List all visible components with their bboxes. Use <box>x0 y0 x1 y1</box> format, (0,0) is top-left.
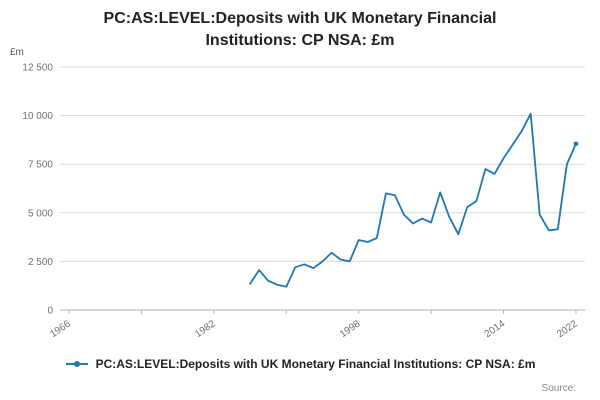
legend-series-marker-icon <box>65 361 88 367</box>
source-label: Source: <box>541 383 576 394</box>
svg-text:2014: 2014 <box>483 318 508 340</box>
svg-text:10 000: 10 000 <box>22 111 53 122</box>
chart-legend: PC:AS:LEVEL:Deposits with UK Monetary Fi… <box>0 357 600 371</box>
svg-text:0: 0 <box>47 306 53 317</box>
chart-title: PC:AS:LEVEL:Deposits with UK Monetary Fi… <box>103 10 497 50</box>
legend-series-label: PC:AS:LEVEL:Deposits with UK Monetary Fi… <box>95 357 536 371</box>
svg-text:2 500: 2 500 <box>28 257 53 268</box>
svg-text:2022: 2022 <box>555 318 580 340</box>
svg-text:7 500: 7 500 <box>28 160 53 171</box>
svg-text:1998: 1998 <box>338 318 363 340</box>
y-axis-unit-label: £m <box>10 47 24 58</box>
svg-text:5 000: 5 000 <box>28 208 53 219</box>
line-chart-canvas: 0 2 500 5 000 7 500 10 000 12 500 1966 1982 1998… <box>22 63 585 340</box>
svg-text:12 500: 12 500 <box>22 63 53 74</box>
svg-text:1966: 1966 <box>48 318 73 340</box>
svg-text:1982: 1982 <box>193 318 218 340</box>
